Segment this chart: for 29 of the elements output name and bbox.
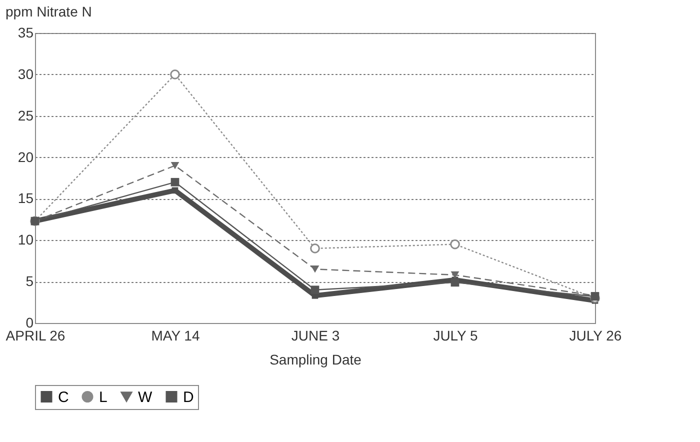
x-tick-label: JULY 5 — [433, 328, 478, 344]
point — [450, 239, 460, 250]
y-tick-label: 25 — [18, 107, 34, 124]
legend-label: C — [58, 388, 69, 406]
x-axis-title: Sampling Date — [270, 352, 362, 368]
point — [172, 187, 178, 194]
legend-label: D — [183, 388, 194, 406]
legend-label: L — [99, 388, 108, 406]
x-tick-label: JULY 26 — [569, 328, 622, 344]
y-tick-label: 35 — [18, 24, 34, 40]
y-tick-label: 15 — [18, 190, 34, 206]
x-tick-label: MAY 14 — [151, 328, 200, 344]
point — [310, 286, 320, 294]
point — [310, 244, 320, 254]
point — [450, 271, 460, 279]
legend-label: W — [138, 388, 153, 406]
y-tick-label: 10 — [18, 232, 34, 248]
x-tick-label: APRIL 26 — [6, 328, 66, 344]
point — [310, 266, 320, 273]
point — [170, 162, 180, 170]
point — [450, 278, 460, 287]
y-tick-label: 20 — [18, 148, 34, 165]
y-tick-label: 0 — [26, 314, 34, 330]
x-tick-label: JUNE 3 — [291, 328, 340, 344]
y-tick-label: 5 — [26, 273, 34, 290]
y-tick-label: 30 — [18, 66, 34, 82]
point — [170, 70, 180, 80]
y-axis-title: ppm Nitrate N — [6, 4, 92, 20]
point — [170, 178, 180, 186]
